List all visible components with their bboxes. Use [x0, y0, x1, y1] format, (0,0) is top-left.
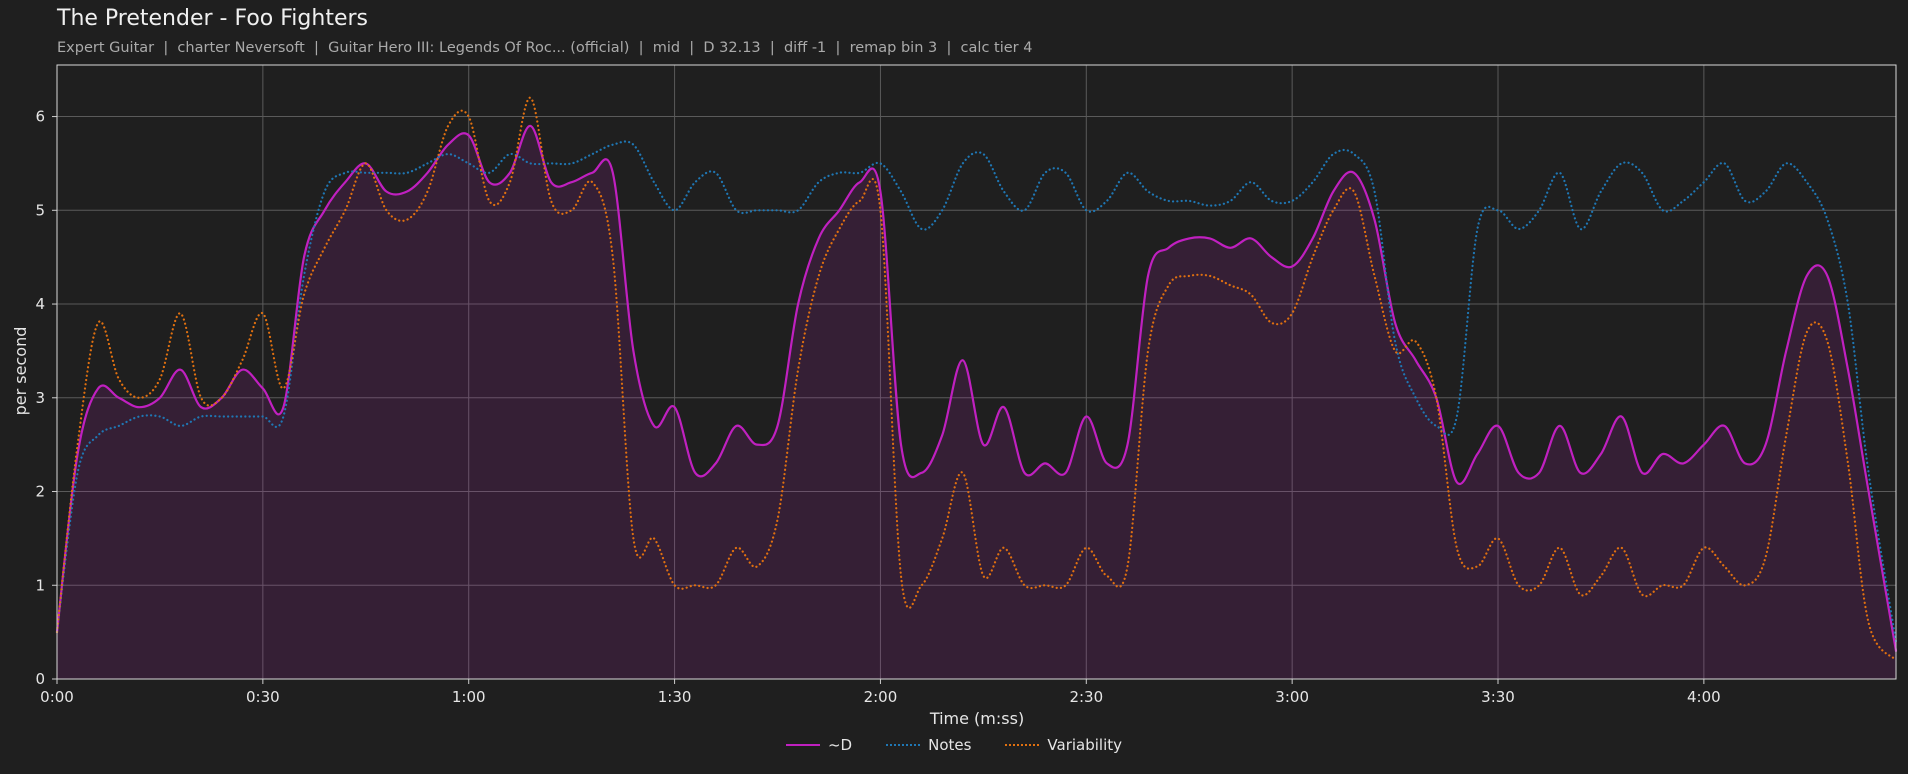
x-tick-label: 3:30 — [1481, 688, 1515, 706]
x-tick-label: 2:30 — [1069, 688, 1103, 706]
axes-layer: 0:00 0:30 1:00 1:30 2:00 2:30 3:00 3:30 4:00 0 1 2 3… — [35, 64, 1897, 706]
grid-layer — [56, 65, 1896, 680]
y-tick-label: 6 — [35, 108, 45, 126]
y-tick-label: 1 — [35, 576, 45, 594]
y-tick-label: 3 — [35, 389, 45, 407]
y-tick-label: 2 — [35, 483, 45, 501]
legend-swatch — [785, 744, 820, 746]
legend-item: Notes — [886, 736, 971, 754]
area-layer — [57, 125, 1896, 680]
series-line-notes — [55, 140, 1898, 643]
y-tick-label: 4 — [35, 295, 45, 313]
plot-frame — [56, 64, 1897, 680]
y-tick-label: 5 — [35, 201, 45, 219]
x-tick-label: 1:00 — [452, 688, 486, 706]
x-tick-label: 2:00 — [864, 688, 898, 706]
chart-title: The Pretender - Foo Fighters — [57, 6, 368, 31]
y-axis-label: per second — [11, 327, 30, 416]
legend-item: Variability — [1005, 736, 1122, 754]
legend-label: Notes — [928, 736, 972, 754]
x-tick-label: 1:30 — [658, 688, 692, 706]
x-tick-label: 0:30 — [246, 688, 280, 706]
x-tick-label: 3:00 — [1275, 688, 1309, 706]
x-axis-label: Time (m:ss) — [929, 709, 1024, 728]
x-tick-label: 0:00 — [40, 688, 74, 706]
x-tick-label: 4:00 — [1687, 688, 1721, 706]
series-area-d — [57, 125, 1896, 680]
legend-swatch — [1005, 744, 1040, 746]
chart-subtitle: Expert Guitar | charter Neversoft | Guit… — [57, 40, 1033, 56]
legend-item: ~D — [785, 736, 853, 754]
legend-swatch — [886, 744, 921, 746]
y-tick-label: 0 — [35, 670, 45, 688]
series-line-d — [55, 124, 1898, 652]
legend-label: Variability — [1047, 736, 1123, 754]
legend-label: ~D — [827, 736, 853, 754]
series-line-variability — [55, 96, 1898, 662]
plot-area — [57, 65, 1896, 679]
legend: ~D Notes Variability — [0, 736, 1908, 754]
series-layer — [55, 96, 1898, 662]
